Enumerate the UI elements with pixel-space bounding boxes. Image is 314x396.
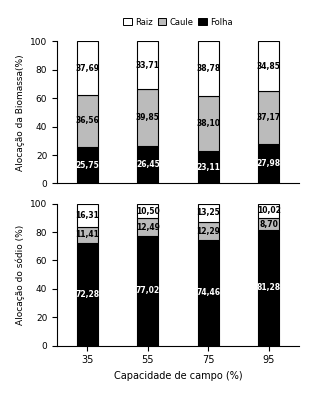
Bar [77, 147, 98, 183]
Text: 77,02: 77,02 [136, 286, 160, 295]
Bar [137, 89, 158, 146]
Y-axis label: Alocação do sódio (%): Alocação do sódio (%) [15, 225, 24, 325]
Text: 27,98: 27,98 [257, 159, 281, 168]
Bar [137, 236, 158, 346]
Bar [198, 204, 219, 223]
Text: 38,78: 38,78 [196, 65, 220, 73]
Bar [77, 41, 98, 95]
Text: 33,71: 33,71 [136, 61, 160, 70]
Text: 13,25: 13,25 [196, 209, 220, 217]
Text: 39,85: 39,85 [136, 113, 160, 122]
Text: 12,29: 12,29 [196, 227, 220, 236]
Bar [258, 41, 279, 91]
Text: 25,75: 25,75 [75, 161, 99, 169]
Bar [137, 219, 158, 236]
Text: 36,56: 36,56 [75, 116, 99, 126]
Text: 10,02: 10,02 [257, 206, 281, 215]
Bar [137, 204, 158, 219]
X-axis label: Capacidade de campo (%): Capacidade de campo (%) [114, 371, 242, 381]
Text: 11,41: 11,41 [75, 230, 99, 239]
Bar [77, 95, 98, 147]
Text: 26,45: 26,45 [136, 160, 160, 169]
Bar [258, 204, 279, 218]
Text: 38,10: 38,10 [196, 119, 220, 128]
Bar [198, 150, 219, 183]
Text: 74,46: 74,46 [196, 288, 220, 297]
Bar [77, 227, 98, 243]
Bar [258, 218, 279, 230]
Bar [198, 41, 219, 97]
Text: 72,28: 72,28 [75, 290, 99, 299]
Bar [258, 230, 279, 346]
Text: 12,49: 12,49 [136, 223, 160, 232]
Text: 37,17: 37,17 [257, 113, 281, 122]
Text: 37,69: 37,69 [75, 64, 99, 72]
Bar [258, 91, 279, 144]
Text: 81,28: 81,28 [257, 284, 281, 293]
Bar [137, 146, 158, 183]
Text: 10,50: 10,50 [136, 207, 160, 215]
Bar [198, 223, 219, 240]
Bar [198, 97, 219, 150]
Text: 23,11: 23,11 [196, 162, 220, 171]
Text: 8,70: 8,70 [259, 219, 278, 228]
Text: 16,31: 16,31 [75, 211, 99, 220]
Text: 34,85: 34,85 [257, 62, 281, 70]
Legend: Raiz, Caule, Folha: Raiz, Caule, Folha [120, 14, 236, 30]
Bar [77, 243, 98, 346]
Bar [258, 144, 279, 183]
Y-axis label: Alocação da Biomassa(%): Alocação da Biomassa(%) [15, 54, 24, 171]
Bar [137, 41, 158, 89]
Bar [77, 204, 98, 227]
Bar [198, 240, 219, 346]
